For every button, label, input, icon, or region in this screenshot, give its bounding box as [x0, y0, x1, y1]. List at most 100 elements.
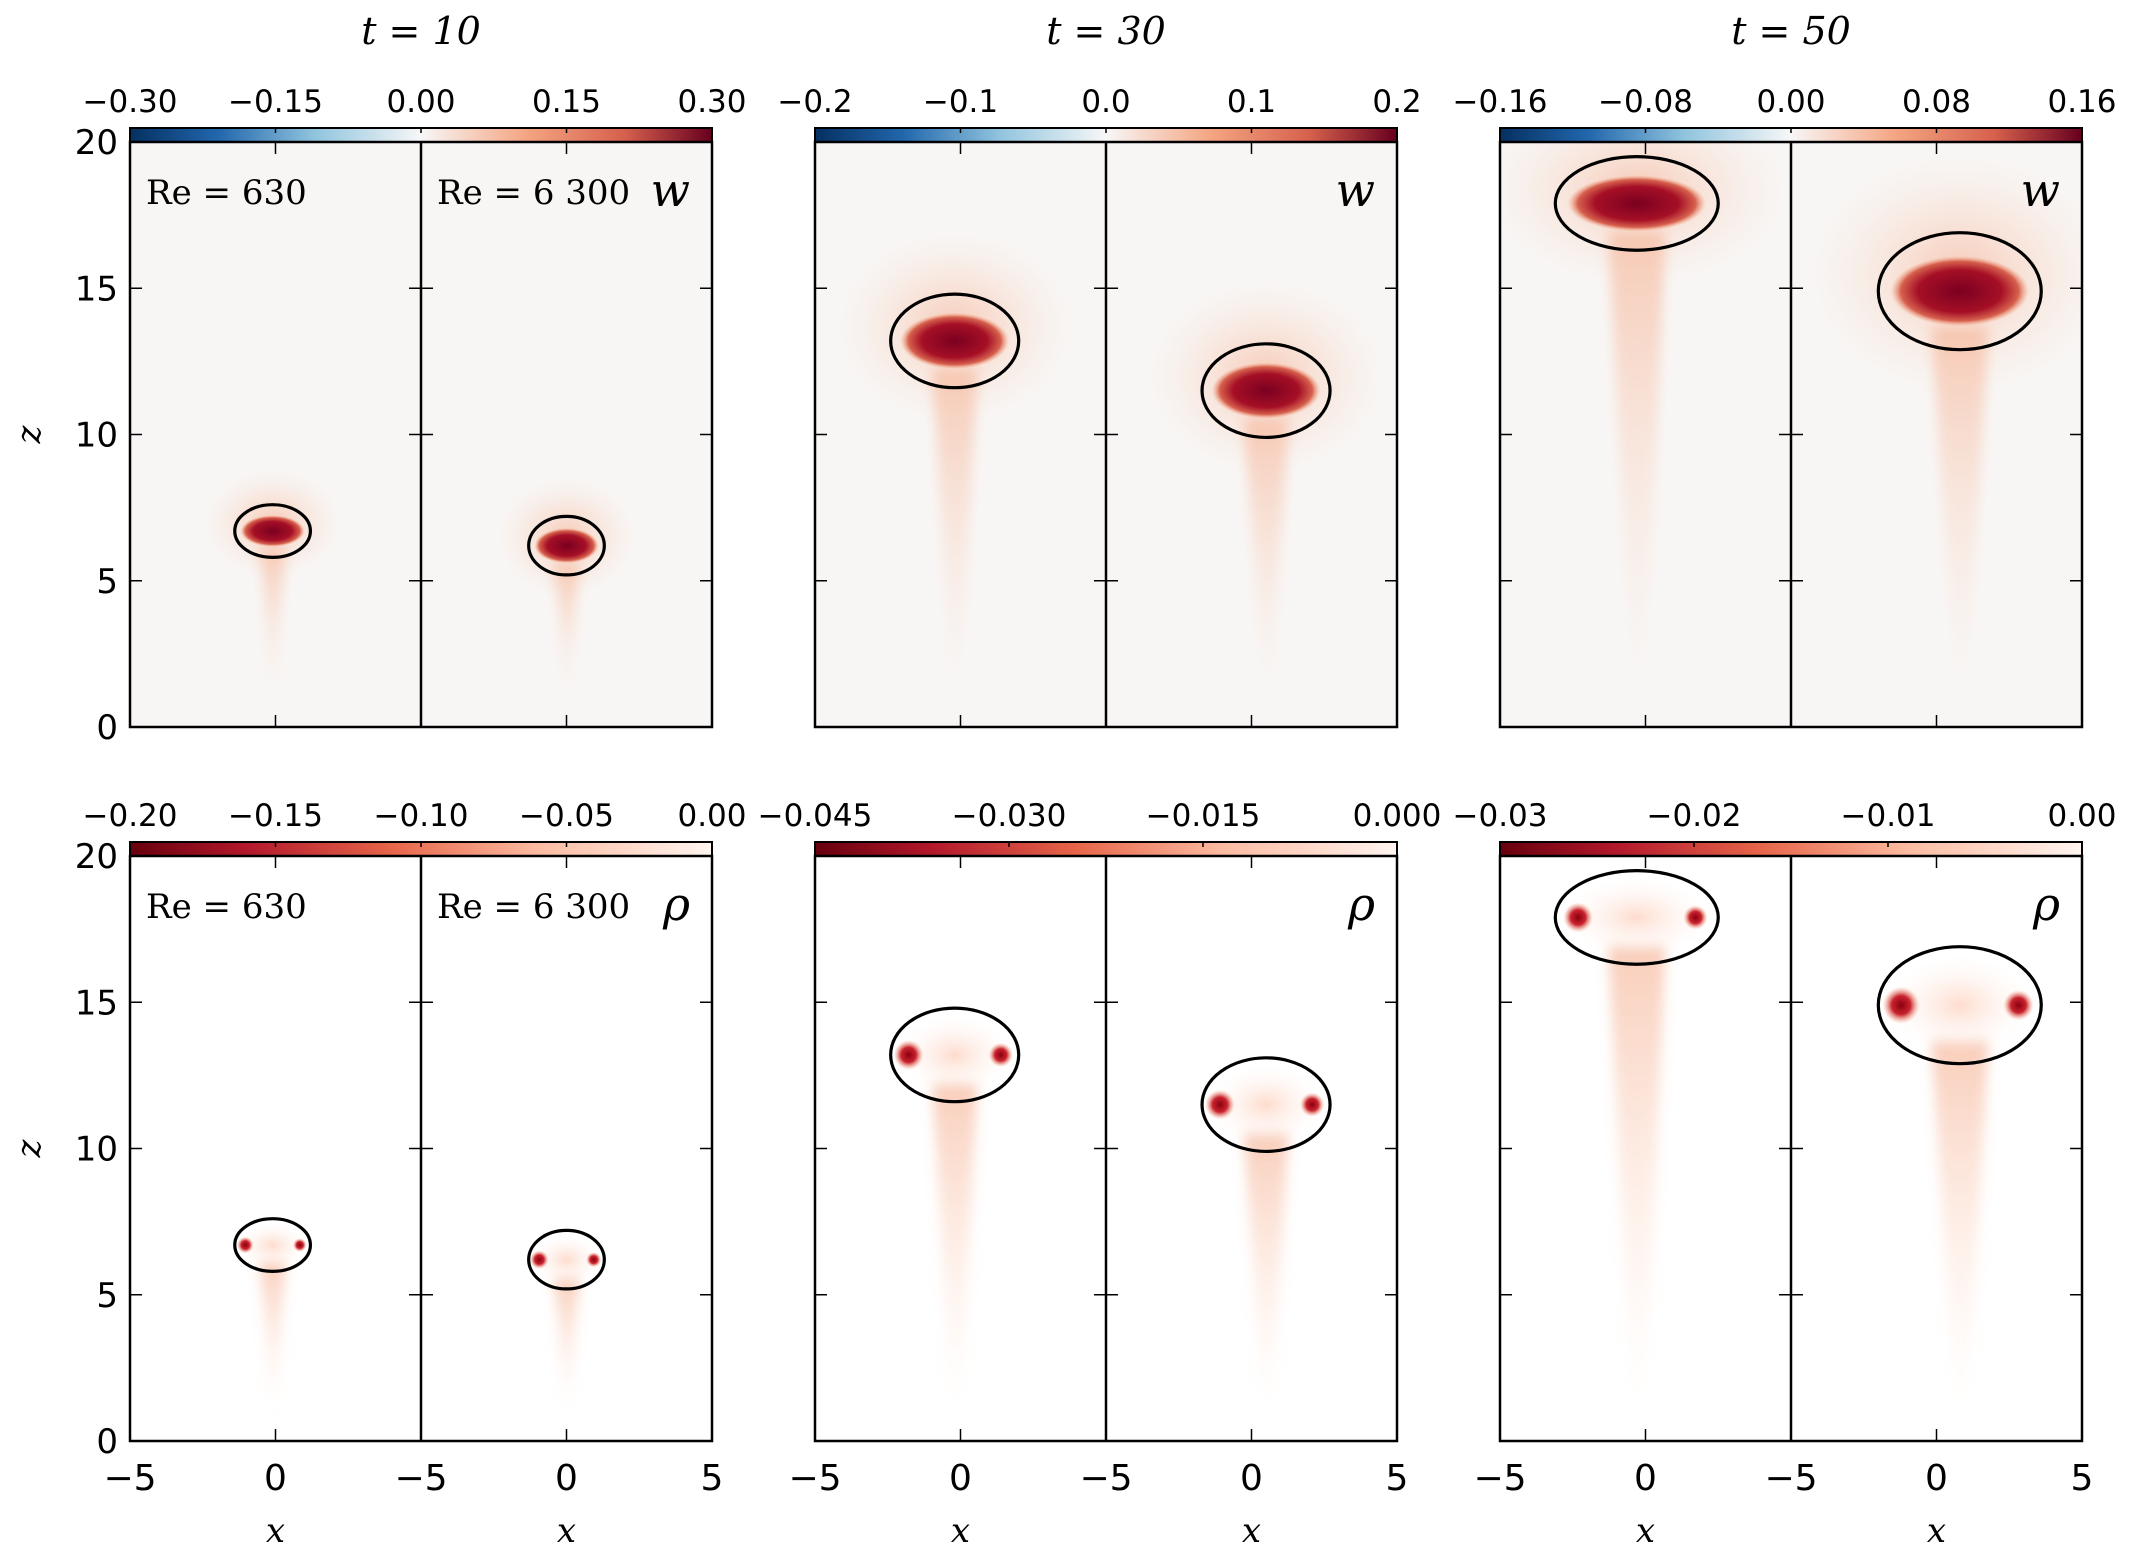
wake-plume	[1243, 418, 1289, 698]
thermal-boundary	[1553, 155, 1720, 252]
field-label: w	[2021, 163, 2060, 217]
thermal-boundary	[1553, 869, 1720, 966]
z-tick-label: 5	[96, 562, 118, 602]
field-label: ρ	[2032, 877, 2060, 931]
x-axis-label: x	[1636, 1511, 1655, 1551]
x-tick-label: 5	[1386, 1458, 1409, 1499]
panel-label-left: Re = 630	[146, 887, 307, 927]
x-tick-label: 0	[1634, 1458, 1657, 1499]
x-tick-label: −5	[788, 1458, 841, 1499]
x-axis-label: x	[557, 1511, 576, 1551]
z-tick-label: 0	[96, 1422, 118, 1462]
panel-label-right: Re = 6 300	[437, 173, 630, 213]
time-title-1: t = 30	[1046, 9, 1166, 53]
z-tick-label: 15	[75, 983, 118, 1023]
vortex-core-right	[1299, 1092, 1325, 1117]
vortex-core-right	[292, 1238, 307, 1252]
velocity-core	[900, 312, 1010, 369]
density-fill	[1208, 1064, 1324, 1145]
colorbar-tick-label: −0.05	[519, 798, 614, 834]
x-tick-label: 0	[1240, 1458, 1263, 1499]
wake-plume	[553, 1277, 580, 1412]
wake-plume	[932, 368, 978, 698]
field-label: w	[1336, 163, 1375, 217]
colorbar-tick-label: 0.30	[677, 84, 746, 120]
vortex-core-right	[1683, 905, 1708, 930]
time-title-0: t = 10	[361, 9, 481, 53]
colorbar-tick-label: −0.01	[1841, 798, 1936, 834]
thermal-boundary	[1876, 231, 2043, 352]
wake-plume	[1931, 326, 1989, 698]
field-label: ρ	[1347, 877, 1375, 931]
colorbar-tick-label: −0.2	[777, 84, 852, 120]
panel-field	[833, 228, 1388, 698]
wake-plume	[1608, 945, 1666, 1412]
thermal-boundary	[527, 1228, 606, 1291]
colorbar-tick-label: −0.20	[83, 798, 178, 834]
colorbar-tick-label: −0.16	[1453, 84, 1548, 120]
field-label: ρ	[662, 877, 690, 931]
wake-plume	[259, 546, 286, 698]
colorbar-tick-label: −0.1	[923, 84, 998, 120]
x-tick-label: 0	[1925, 1458, 1948, 1499]
velocity-core	[1211, 362, 1321, 419]
colorbar-tick-label: 0.000	[1353, 798, 1442, 834]
density-fill	[897, 1015, 1013, 1095]
velocity-core	[240, 515, 305, 547]
z-axis-label: z	[9, 1138, 49, 1158]
colorbar-tick-label: 0.15	[532, 84, 601, 120]
thermal-boundary	[1200, 342, 1332, 440]
colorbar-tick-label: −0.015	[1146, 798, 1261, 834]
x-axis-label: x	[951, 1511, 970, 1551]
colorbar-1-2	[1499, 841, 2083, 857]
panel-field	[236, 1222, 602, 1412]
colorbar-tick-label: 0.08	[1902, 84, 1971, 120]
thermal-boundary	[233, 503, 313, 559]
wake-plume	[1608, 231, 1666, 698]
x-tick-label: −5	[394, 1458, 447, 1499]
x-axis-label: x	[1242, 1511, 1261, 1551]
x-tick-label: 0	[949, 1458, 972, 1499]
wake-plume	[1931, 1040, 1989, 1412]
x-tick-label: −5	[103, 1458, 156, 1499]
colorbar-tick-label: −0.10	[374, 798, 469, 834]
colorbar-tick-label: 0.2	[1372, 84, 1421, 120]
density-fill	[532, 1234, 601, 1285]
colorbar-tick-label: 0.16	[2047, 84, 2116, 120]
colorbar-tick-label: −0.08	[1598, 84, 1693, 120]
x-tick-label: 5	[701, 1458, 724, 1499]
z-tick-label: 20	[75, 123, 118, 163]
vortex-core-right	[988, 1042, 1013, 1068]
vortex-core-left	[1882, 986, 1920, 1024]
field-label: w	[651, 163, 690, 217]
colorbar-tick-label: −0.30	[83, 84, 178, 120]
row-w: −0.30 −0.15 0.00 0.15 0.30 0 5 10 15 20 Re = 630 Re…	[9, 84, 2117, 748]
vortex-core-left	[236, 1236, 254, 1254]
density-fill	[238, 1222, 307, 1268]
x-axis-label: x	[266, 1511, 285, 1551]
colorbar-1-1	[814, 841, 1398, 857]
velocity-core	[534, 528, 599, 564]
density-fill	[1886, 955, 2034, 1055]
vortex-core-left	[1563, 902, 1594, 933]
z-tick-label: 0	[96, 708, 118, 748]
panel-field	[200, 467, 639, 698]
vortex-core-left	[1204, 1089, 1235, 1120]
colorbar-tick-label: 0.00	[2047, 798, 2116, 834]
panel-field	[1563, 877, 2034, 1412]
x-axis-label: x	[1927, 1511, 1946, 1551]
vortex-core-right	[2003, 989, 2034, 1021]
thermal-boundary	[889, 292, 1021, 390]
vortex-core-right	[586, 1252, 602, 1268]
panel-field	[893, 1015, 1325, 1412]
z-tick-label: 10	[75, 1130, 118, 1170]
vortex-core-left	[529, 1250, 549, 1270]
time-title-2: t = 50	[1731, 9, 1851, 53]
colorbar-tick-label: 0.00	[1756, 84, 1825, 120]
x-tick-label: −5	[1473, 1458, 1526, 1499]
thermal-boundary	[233, 1217, 313, 1273]
colorbar-tick-label: −0.15	[228, 798, 323, 834]
z-axis-label: z	[9, 424, 49, 444]
velocity-core	[1567, 175, 1707, 232]
